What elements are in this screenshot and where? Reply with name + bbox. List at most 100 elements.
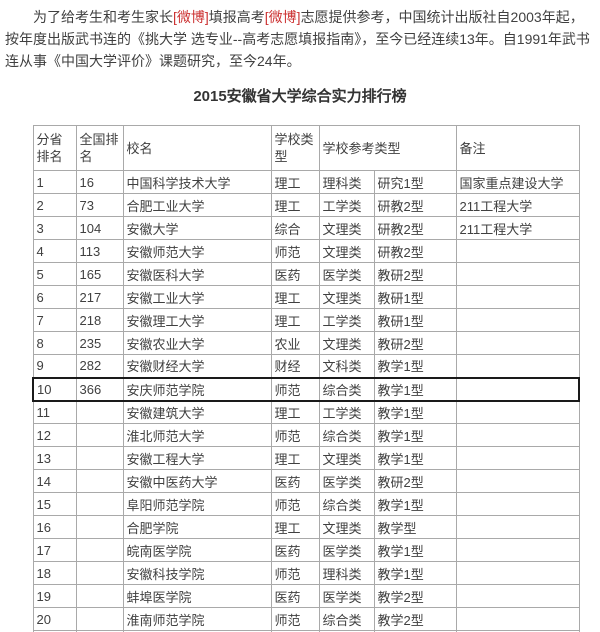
- cell-ref-type: 教学1型: [373, 400, 457, 424]
- table-row: 14 安徽中医药大学 医药 医学类 教研2型: [32, 469, 580, 493]
- article-page: 为了给考生和考生家长[微博]填报高考[微博]志愿提供参考，中国统计出版社自200…: [0, 6, 600, 632]
- table-row-highlighted: 10 366 安庆师范学院 师范 综合类 教学1型: [32, 376, 581, 402]
- cell-national-rank: 217: [75, 285, 124, 309]
- cell-province-rank: 7: [32, 308, 77, 332]
- header-national-rank: 全国排名: [75, 125, 124, 171]
- cell-ref-type: [373, 630, 457, 632]
- cell-note: [455, 515, 580, 539]
- cell-ref-category: 综合类: [318, 492, 375, 516]
- cell-province-rank: 10: [32, 376, 77, 402]
- cell-school-type: 理工: [270, 285, 320, 309]
- weibo-link[interactable]: [微博]: [264, 9, 301, 25]
- cell-ref-type: 教研2型: [373, 262, 457, 286]
- cell-ref-category: 理科类: [318, 170, 375, 194]
- cell-ref-type: 教学1型: [373, 446, 457, 470]
- cell-note: [455, 400, 580, 424]
- cell-province-rank: 4: [32, 239, 77, 263]
- cell-school-name: 中国科学技术大学: [122, 170, 272, 194]
- cell-ref-type: 教研2型: [373, 331, 457, 355]
- weibo-link[interactable]: [微博]: [173, 9, 209, 25]
- cell-note: [455, 285, 580, 309]
- cell-note: [455, 262, 580, 286]
- cell-ref-category: 工学类: [318, 308, 375, 332]
- cell-national-rank: [75, 538, 124, 562]
- cell-province-rank: 20: [32, 607, 77, 631]
- header-note: 备注: [455, 125, 580, 171]
- cell-school-type: 理工: [270, 446, 320, 470]
- cell-ref-type: 教研1型: [373, 285, 457, 309]
- cell-note: [455, 446, 580, 470]
- cell-note: [455, 584, 580, 608]
- table-row: 5 165 安徽医科大学 医药 医学类 教研2型: [32, 262, 580, 286]
- cell-school-name: 安徽工业大学: [122, 285, 272, 309]
- cell-school-name: 皖南医学院: [122, 538, 272, 562]
- cell-note: [455, 423, 580, 447]
- cell-ref-category: 综合类: [318, 607, 375, 631]
- cell-province-rank: 3: [32, 216, 77, 240]
- intro-text: 填报高考: [208, 9, 265, 25]
- cell-province-rank: 19: [32, 584, 77, 608]
- cell-ref-category: 医学类: [318, 584, 375, 608]
- cell-ref-type: 教学1型: [373, 423, 457, 447]
- cell-school-type: 理工: [270, 515, 320, 539]
- cell-school-type: 师范: [270, 492, 320, 516]
- cell-note: [455, 308, 580, 332]
- cell-ref-type: 教研1型: [373, 308, 457, 332]
- table-row: 17 皖南医学院 医药 医学类 教学1型: [32, 538, 580, 562]
- cell-province-rank: 2: [32, 193, 77, 217]
- cell-ref-category: 工学类: [318, 193, 375, 217]
- intro-paragraph: 为了给考生和考生家长[微博]填报高考[微博]志愿提供参考，中国统计出版社自200…: [5, 6, 595, 72]
- cell-national-rank: [75, 607, 124, 631]
- cell-ref-type: 教学1型: [373, 492, 457, 516]
- table-row: 18 安徽科技学院 师范 理科类 教学1型: [32, 561, 580, 585]
- cell-province-rank: 9: [32, 354, 77, 378]
- cell-school-type: 农业: [270, 331, 320, 355]
- cell-school-name: 安徽科技学院: [122, 561, 272, 585]
- table-row: 12 淮北师范大学 师范 综合类 教学1型: [32, 423, 580, 447]
- cell-province-rank: 8: [32, 331, 77, 355]
- cell-school-type: 医药: [270, 262, 320, 286]
- cell-ref-type: 研教2型: [373, 239, 457, 263]
- cell-province-rank: 11: [32, 400, 77, 424]
- cell-school-name: 安徽财经大学: [122, 354, 272, 378]
- table-row: 4 113 安徽师范大学 师范 文理类 研教2型: [32, 239, 580, 263]
- cell-national-rank: 235: [75, 331, 124, 355]
- ranking-table: 分省排名 全国排名 校名 学校类型 学校参考类型 备注 1 16 中国科学技术大学理…: [32, 125, 581, 632]
- table-row: 16 合肥学院 理工 文理类 教学型: [32, 515, 580, 539]
- cell-note: 211工程大学: [455, 216, 580, 240]
- cell-ref-category: 文科类: [318, 354, 375, 378]
- cell-national-rank: 73: [75, 193, 124, 217]
- cell-province-rank: 6: [32, 285, 77, 309]
- cell-school-type: 师范: [270, 607, 320, 631]
- cell-ref-type: 教学型: [373, 515, 457, 539]
- cell-ref-type: 研究1型: [373, 170, 457, 194]
- cell-school-type: 理工: [270, 170, 320, 194]
- table-row: 19 蚌埠医学院 医药 医学类 教学2型: [32, 584, 580, 608]
- cell-school-name: 淮南师范学院: [122, 607, 272, 631]
- cell-province-rank: 15: [32, 492, 77, 516]
- cell-note: [455, 538, 580, 562]
- cell-school-name: 安徽理工大学: [122, 308, 272, 332]
- cell-note: [455, 492, 580, 516]
- table-row: 2 73 合肥工业大学 理工 工学类 研教2型 211工程大学: [32, 193, 580, 217]
- cell-ref-category: 医学类: [318, 538, 375, 562]
- cell-province-rank: 5: [32, 262, 77, 286]
- cell-school-name: 安庆师范学院: [122, 376, 272, 402]
- cell-school-type: 财经: [270, 354, 320, 378]
- cell-national-rank: 218: [75, 308, 124, 332]
- cell-ref-category: 文理类: [318, 285, 375, 309]
- cell-national-rank: [75, 561, 124, 585]
- table-row: 20 淮南师范学院 师范 综合类 教学2型: [32, 607, 580, 631]
- cell-ref-category: 文理类: [318, 239, 375, 263]
- cell-national-rank: 113: [75, 239, 124, 263]
- cell-ref-category: 文理类: [318, 446, 375, 470]
- cell-national-rank: 366: [75, 376, 124, 402]
- cell-national-rank: 16: [75, 170, 124, 194]
- cell-school-name: 合肥工业大学: [122, 193, 272, 217]
- cell-ref-type: 教学1型: [373, 538, 457, 562]
- cell-province-rank: 12: [32, 423, 77, 447]
- cell-ref-category: 文理类: [318, 515, 375, 539]
- cell-school-name: 安徽工程大学: [122, 446, 272, 470]
- cell-note: [455, 561, 580, 585]
- cell-national-rank: 282: [75, 354, 124, 378]
